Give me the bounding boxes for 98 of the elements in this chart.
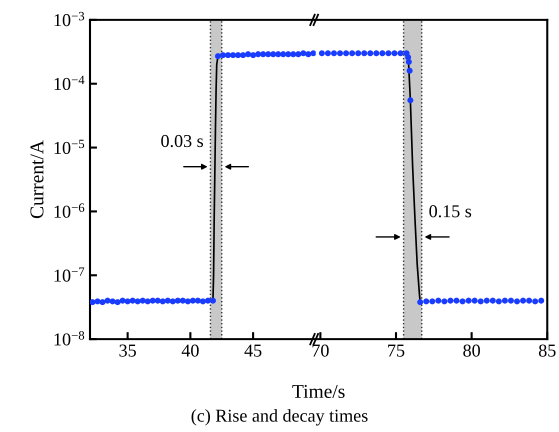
point (502, 298, 508, 304)
point (318, 50, 325, 56)
x-tick-label: 75 (388, 344, 404, 357)
point (355, 50, 362, 56)
y-tick-label: 10$^{−3}$ (54, 12, 84, 26)
text: (c) Rise and decay times (192, 409, 368, 426)
point (280, 51, 286, 58)
point (265, 51, 272, 58)
point (270, 51, 276, 58)
point (114, 299, 121, 306)
point (324, 50, 331, 56)
point (406, 68, 413, 74)
point (164, 298, 171, 304)
point (245, 51, 252, 58)
y-tick-label: 10$^{−8}$ (54, 331, 84, 346)
point (120, 298, 126, 304)
point (100, 299, 106, 306)
x-tick-label: 45 (244, 344, 262, 357)
point (200, 298, 206, 304)
point (184, 298, 191, 304)
point (170, 298, 176, 304)
point (453, 298, 460, 304)
point (250, 52, 256, 58)
point (423, 298, 430, 304)
point (379, 50, 386, 56)
point (290, 51, 296, 58)
point (472, 298, 478, 304)
point (391, 50, 398, 56)
point (441, 298, 448, 304)
point (385, 50, 392, 56)
point (204, 298, 211, 304)
y-tick-label: 10$^{−6}$ (54, 203, 84, 218)
point (180, 298, 186, 304)
point (373, 50, 380, 56)
point (417, 299, 424, 306)
point (275, 51, 282, 58)
point (466, 298, 472, 304)
point (429, 298, 436, 304)
y-tick-label: 10$^{−4}$ (54, 76, 84, 90)
point (337, 50, 344, 56)
point (194, 298, 201, 304)
annotation: 0.15 s (429, 205, 472, 218)
point (532, 298, 538, 304)
point (220, 52, 226, 58)
x-tick-label: 80 (463, 344, 480, 357)
y-tick-label: 10$^{−5}$ (54, 140, 84, 154)
point (435, 298, 442, 304)
point (124, 298, 131, 304)
point (285, 51, 292, 58)
x-tick-label: 40 (182, 344, 199, 357)
point (154, 298, 161, 304)
point (94, 298, 101, 304)
point (490, 298, 496, 304)
point (508, 298, 514, 304)
point (90, 299, 96, 306)
point (140, 298, 146, 304)
point (526, 298, 532, 304)
point (538, 298, 544, 304)
point (295, 51, 302, 58)
point (398, 50, 404, 56)
point (330, 50, 338, 56)
x-tick-label: 70 (312, 344, 329, 357)
point (343, 50, 350, 56)
point (110, 298, 116, 304)
point (447, 298, 454, 304)
point (190, 298, 196, 304)
point (496, 298, 502, 304)
point (240, 52, 246, 58)
y-axis-title: Current/A (30, 140, 44, 218)
x-axis-title: Time/s (292, 384, 345, 398)
point (478, 298, 484, 304)
point (134, 298, 141, 304)
point (224, 52, 232, 58)
point (214, 53, 221, 60)
point (150, 298, 156, 304)
point (367, 50, 374, 56)
x-tick-label: 85 (538, 344, 556, 357)
point (305, 51, 312, 58)
point (130, 298, 136, 304)
point (520, 298, 526, 304)
point (260, 51, 266, 58)
point (300, 50, 306, 56)
point (310, 50, 316, 56)
point (349, 50, 356, 56)
y-tick-label: 10$^{−7}$ (54, 267, 84, 282)
point (160, 298, 166, 304)
point (255, 51, 262, 58)
point (104, 298, 111, 304)
point (484, 298, 490, 304)
point (460, 298, 466, 304)
point (406, 58, 412, 65)
x-tick-label: 35 (119, 344, 136, 357)
point (361, 50, 368, 56)
annotation: 0.03 s (161, 134, 204, 148)
point (407, 97, 414, 104)
point (144, 298, 151, 304)
point (514, 298, 520, 304)
point (174, 298, 181, 304)
